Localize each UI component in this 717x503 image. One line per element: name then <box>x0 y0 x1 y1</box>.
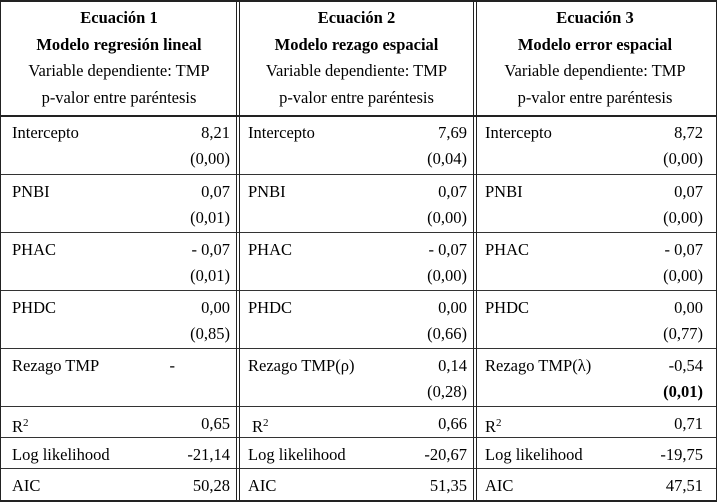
loglik-value: -20,67 <box>424 445 467 464</box>
coef-value: -0,54 <box>668 356 703 375</box>
coef-value: 0,00 <box>438 298 467 317</box>
aic-value: 47,51 <box>665 476 703 495</box>
p-value: (0,01) <box>190 266 230 285</box>
header-title: Ecuación 1 <box>80 8 158 27</box>
p-value: (0,00) <box>427 208 467 227</box>
column-divider <box>239 0 240 502</box>
row-divider <box>0 290 717 291</box>
table-bottom-rule <box>0 500 717 502</box>
loglik-label: Log likelihood <box>485 445 583 464</box>
r2-value: 0,65 <box>201 414 230 433</box>
header-model: Modelo error espacial <box>517 34 673 54</box>
row-label: PHAC <box>248 240 293 259</box>
loglik-label: Log likelihood <box>248 445 346 464</box>
row-divider <box>0 232 717 233</box>
p-value: (0,85) <box>190 324 230 343</box>
header-note: p-valor entre paréntesis <box>41 87 197 107</box>
coef-value: - 0,07 <box>191 240 231 259</box>
p-value: (0,00) <box>427 266 467 285</box>
row-label: PNBI <box>12 182 50 201</box>
row-label: PHAC <box>485 240 530 259</box>
r2-label-base: R <box>252 417 264 436</box>
row-label: Intercepto <box>485 123 552 142</box>
r2-value: 0,71 <box>674 414 703 433</box>
row-label: PNBI <box>248 182 286 201</box>
row-divider <box>0 406 717 407</box>
row-label: Intercepto <box>248 123 315 142</box>
header-dependent: Variable dependiente: TMP <box>504 61 686 80</box>
header-dependent: Variable dependiente: TMP <box>265 61 448 80</box>
r2-value: 0,66 <box>438 414 467 433</box>
header-note: p-valor entre paréntesis <box>279 87 434 107</box>
aic-label: AIC <box>12 476 41 495</box>
header-equation-1: Ecuación 1 Modelo regresión lineal Varia… <box>5 5 233 111</box>
aic-value: 51,35 <box>429 476 467 495</box>
r2-label: R2 <box>12 412 29 438</box>
coef-value: 8,21 <box>201 123 230 142</box>
aic-label: AIC <box>248 476 277 495</box>
r2-label: R2 <box>252 412 269 438</box>
p-value: (0,00) <box>190 149 230 168</box>
r2-label-sup: 2 <box>23 417 29 429</box>
coef-value: 0,00 <box>674 298 703 317</box>
column-divider <box>476 0 477 502</box>
p-value: (0,01) <box>190 208 230 227</box>
r2-label-base: R <box>12 417 24 436</box>
row-label: PNBI <box>485 182 523 201</box>
r2-label: R2 <box>485 412 502 438</box>
coef-value: 8,72 <box>674 123 703 142</box>
coef-value: - 0,07 <box>428 240 468 259</box>
header-model: Modelo regresión lineal <box>36 34 202 54</box>
row-label: PHDC <box>248 298 293 317</box>
header-note: p-valor entre paréntesis <box>517 87 673 107</box>
column-divider <box>473 0 474 502</box>
header-equation-3: Ecuación 3 Modelo error espacial Variabl… <box>479 5 711 111</box>
r2-label-base: R <box>485 417 497 436</box>
row-label: Intercepto <box>12 123 79 142</box>
p-value: (0,00) <box>663 266 703 285</box>
p-value: (0,00) <box>663 149 703 168</box>
p-value: (0,66) <box>427 324 467 343</box>
header-dependent: Variable dependiente: TMP <box>28 61 210 80</box>
loglik-value: -21,14 <box>187 445 230 464</box>
r2-label-sup: 2 <box>496 417 502 429</box>
row-label: Rezago TMP(ρ) <box>248 356 355 375</box>
table-top-rule <box>0 0 717 2</box>
header-equation-2: Ecuación 2 Modelo rezago espacial Variab… <box>242 5 471 111</box>
p-value: (0,28) <box>427 382 467 401</box>
r2-label-sup: 2 <box>263 417 269 429</box>
p-value: (0,01) <box>663 382 703 401</box>
coef-value: 0,07 <box>674 182 703 201</box>
coef-value: 0,07 <box>438 182 467 201</box>
table-left-border <box>0 0 1 502</box>
aic-value: 50,28 <box>192 476 230 495</box>
coef-value: 0,00 <box>201 298 230 317</box>
loglik-value: -19,75 <box>660 445 703 464</box>
coef-value: 0,07 <box>201 182 230 201</box>
header-bottom-rule <box>0 115 717 117</box>
header-title: Ecuación 3 <box>556 8 634 27</box>
row-divider <box>0 468 717 469</box>
loglik-label: Log likelihood <box>12 445 110 464</box>
coef-value: 0,14 <box>438 356 467 375</box>
coef-value: 7,69 <box>438 123 467 142</box>
row-divider <box>0 174 717 175</box>
p-value: (0,00) <box>663 208 703 227</box>
row-label: Rezago TMP(λ) <box>485 356 592 375</box>
row-divider <box>0 348 717 349</box>
row-label: PHDC <box>485 298 530 317</box>
header-model: Modelo rezago espacial <box>274 34 439 54</box>
aic-label: AIC <box>485 476 514 495</box>
p-value: (0,04) <box>427 149 467 168</box>
row-label: Rezago TMP <box>12 356 100 375</box>
coef-value: - <box>169 356 176 375</box>
row-divider <box>0 437 717 438</box>
column-divider <box>236 0 237 502</box>
row-label: PHDC <box>12 298 57 317</box>
coef-value: - 0,07 <box>664 240 704 259</box>
p-value: (0,77) <box>663 324 703 343</box>
row-label: PHAC <box>12 240 57 259</box>
header-title: Ecuación 2 <box>317 8 396 27</box>
